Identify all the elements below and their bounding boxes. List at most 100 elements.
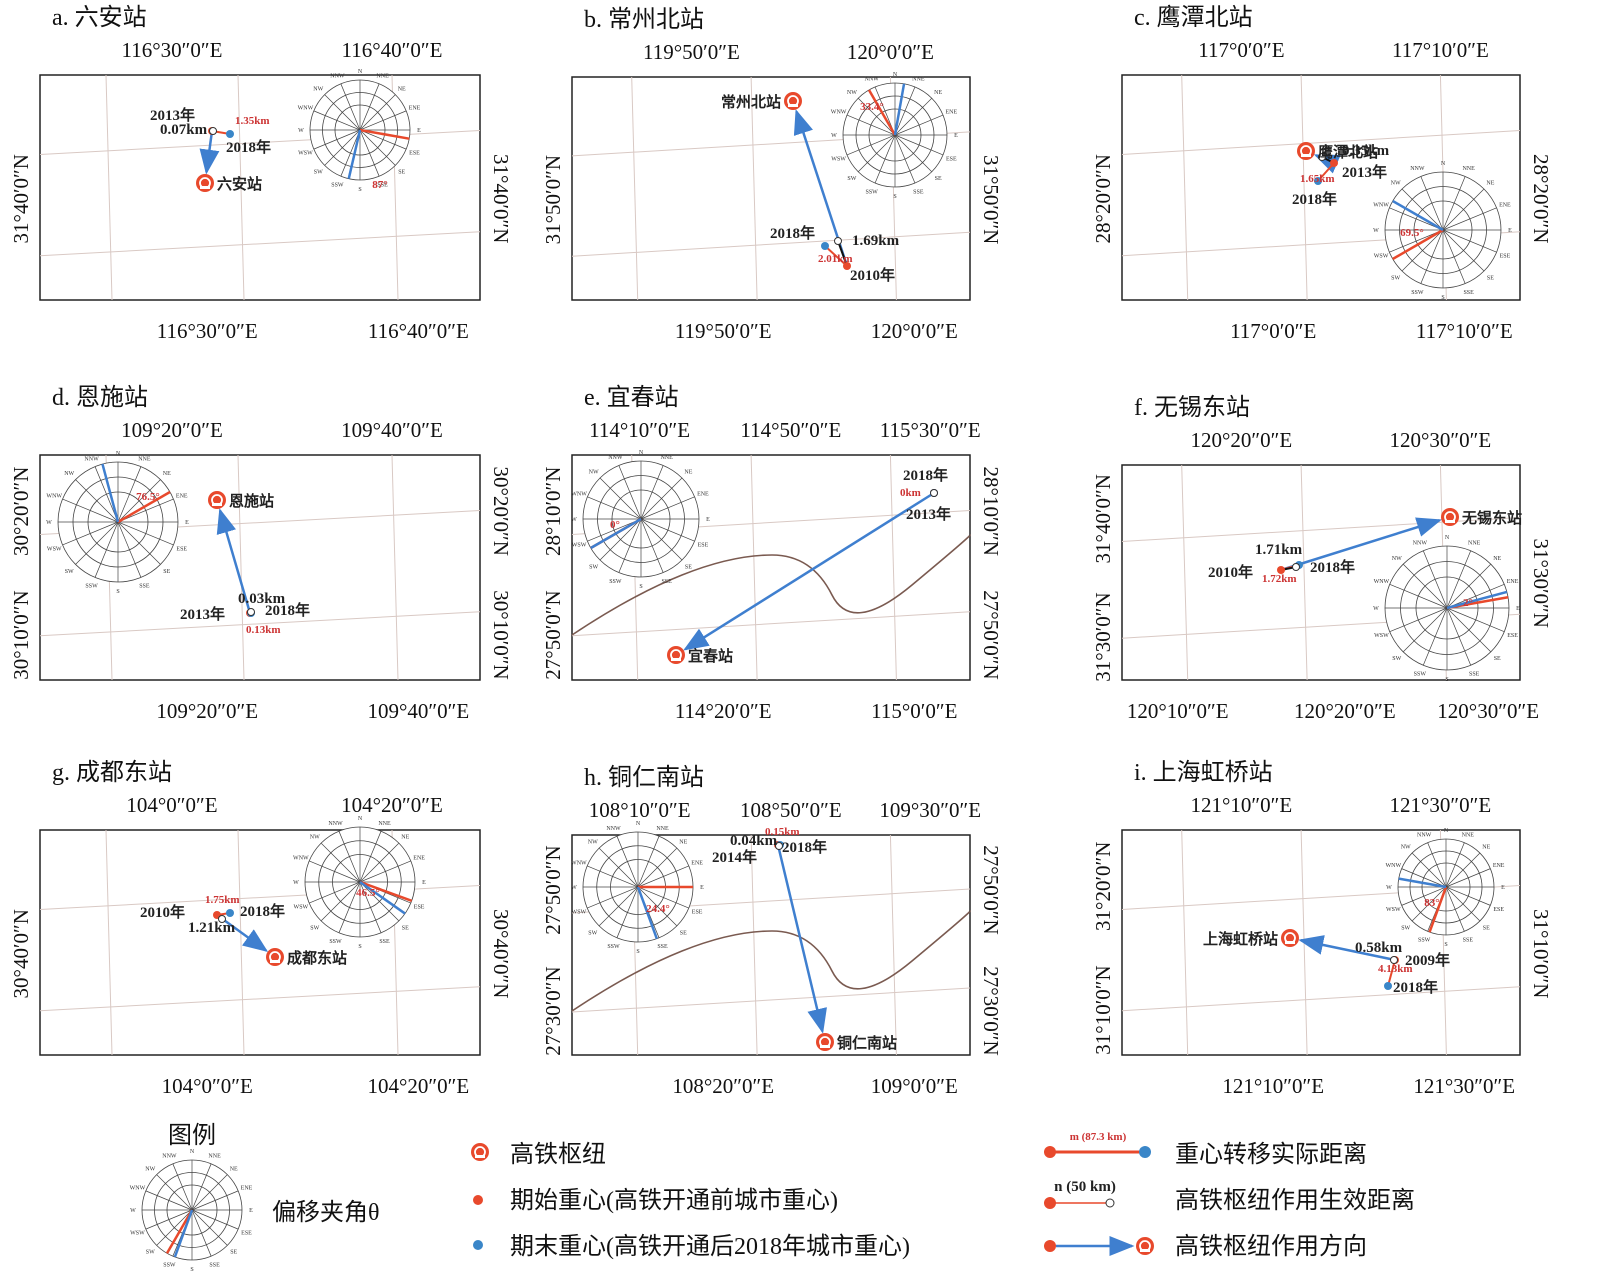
rose-direction: WNW [1373,202,1389,208]
rose-direction: NE [679,840,687,846]
rose-spoke [599,518,642,561]
rose-direction: NNE [912,77,925,83]
rose-spoke [640,465,664,520]
rose-spoke [359,129,396,166]
lat-label-left: 27°50′0″N [541,845,565,934]
offset-angle: 87° [372,179,387,191]
legend-m-start [1044,1146,1056,1158]
station-name: 常州北站 [721,93,781,111]
legend-m-end [1139,1146,1151,1158]
start-year: 2013年 [150,106,195,124]
rose-direction: ENE [697,491,709,497]
legend-effective: 高铁枢纽作用生效距离 [1175,1187,1415,1214]
rose-direction: SW [314,170,323,176]
rose-direction: ESE [414,904,425,910]
rose-direction: SE [680,930,687,936]
rose-direction-line [359,880,406,915]
graticule [237,74,245,301]
lon-label-top: 109°30″0″E [879,798,981,822]
rose-spoke [338,831,361,883]
station-icon-base [1140,1249,1150,1252]
rose-direction: SSW [865,189,878,195]
legend-actual: 重心转移实际距离 [1175,1141,1367,1168]
legend-m-label: m (87.3 km) [1070,1131,1127,1143]
rose-direction: SSE [209,1263,220,1269]
rose-direction: W [571,885,577,891]
graticule [391,454,399,681]
rose-direction-line [1392,228,1444,261]
effective-point [1318,153,1326,161]
rose-spoke [172,1163,193,1211]
rose-spoke [1446,563,1492,609]
rose-spoke [1445,842,1465,888]
rose-direction: S [358,187,361,193]
rose-direction: WSW [1386,907,1401,913]
rose-direction: NNW [328,821,343,827]
start-center [1330,159,1338,167]
graticule [1300,74,1308,301]
rose-direction: WNW [46,494,62,500]
rose-spoke [309,860,361,883]
direction-arrow [216,508,252,614]
lon-label-top: 104°0″0″E [126,793,217,817]
rose-spoke [324,129,361,166]
rose-direction: SSW [1411,290,1424,296]
rose-direction: NE [398,86,406,92]
legend-start [473,1195,483,1205]
station-name: 恩施站 [229,492,274,510]
map-panel: f. 无锡东站 120°20″0″E 120°30″0″E 120°10″0″E 120… [1091,394,1553,723]
lat-label-left: 31°40′0″N [1091,474,1115,563]
rose-spoke [857,97,896,136]
rose-direction: E [249,1208,253,1214]
graticule [39,611,481,637]
graticule [237,829,245,1056]
rose-spoke [62,498,119,523]
rose-spoke [156,1209,193,1246]
lat-label-left: 30°10′0″N [9,590,33,679]
station-icon [1136,1237,1154,1255]
lon-label-bottom: 104°20″0″E [368,1074,470,1098]
lon-label-top: 116°30″0″E [122,38,223,62]
rose-direction: SE [402,925,409,931]
lat-label-right: 30°20′0″N [489,467,513,556]
rose-direction: W [1386,885,1392,891]
station-icon-base [212,503,222,506]
rose-direction: WSW [831,156,846,162]
graticule [750,454,758,681]
rose-spoke [338,881,361,933]
actual-distance: 4.13km [1378,963,1413,975]
rose-spoke [117,479,161,523]
rose-direction: NNE [1468,540,1481,546]
rose-direction: SE [685,564,692,570]
rose-direction: NNW [84,456,99,462]
rose-spoke [145,1190,193,1211]
rose-direction: ENE [176,494,188,500]
rose-direction: SE [1487,275,1494,281]
rose-direction: NNW [1410,166,1425,172]
direction-arrow [199,130,220,175]
rose-direction: WSW [1374,633,1389,639]
graticule [1300,464,1308,681]
legend: 图例N NNE NE ENE E ESE SE SSE S SSW SW WSW W WNW NW NNW 偏移… [130,1122,1415,1273]
rose-direction: N [358,816,363,822]
rose-direction: SW [1401,925,1410,931]
panel-title: b. 常州北站 [584,6,704,33]
direction-arrow [1280,517,1442,572]
actual-distance: 1.72km [1262,573,1297,585]
rose-spoke [1411,886,1447,922]
rose-spoke [1445,886,1491,906]
rose-direction: SE [1483,925,1490,931]
rose-direction: N [893,72,898,78]
lon-label-top: 119°50′0″E [643,40,740,64]
rose-direction-line [1428,886,1448,933]
rose-direction: SW [589,564,598,570]
rose-direction: NE [934,90,942,96]
actual-distance-line [1387,959,1396,987]
end-year: 2018年 [240,902,285,920]
rose-direction: WNW [130,1185,146,1191]
rose-spoke [309,881,361,904]
rose-direction: ESE [241,1231,252,1237]
rose-direction: NW [1392,556,1402,562]
rose-direction: SSE [1469,672,1480,678]
